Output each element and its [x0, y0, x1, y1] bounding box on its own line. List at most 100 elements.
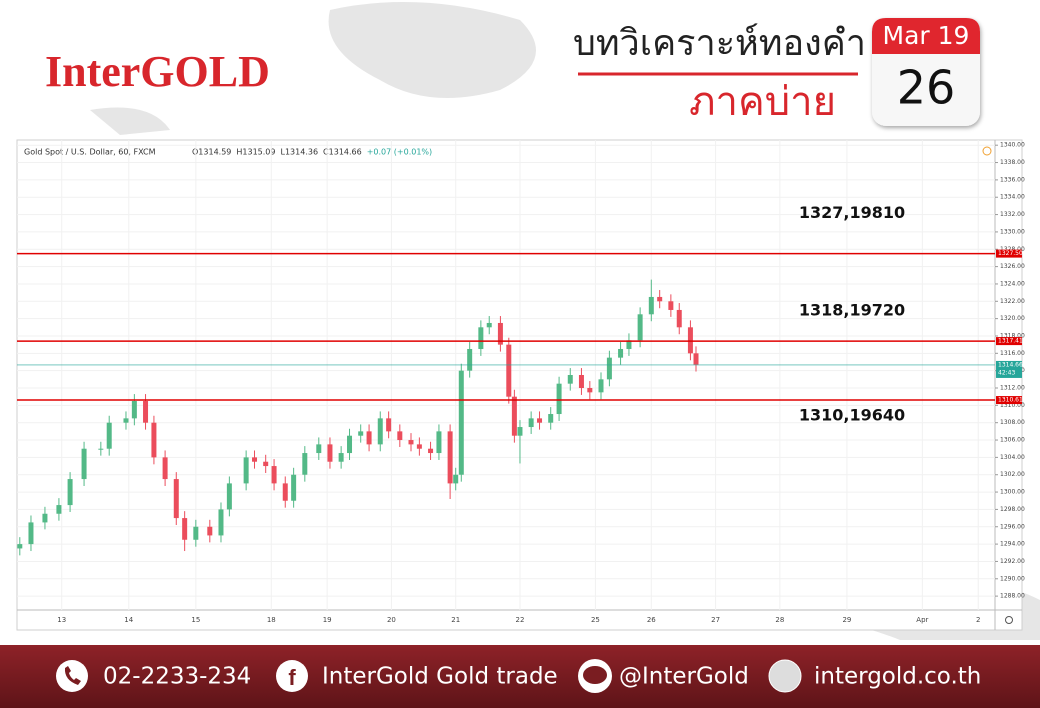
calendar	[872, 18, 980, 126]
title: บทวิเคราะห์ทองคำ	[573, 23, 866, 64]
y-tick-label: 1298.00	[1000, 506, 1025, 513]
candle-body	[626, 340, 632, 349]
candle-body	[548, 414, 554, 423]
y-tick-label: 1318.00	[1000, 332, 1025, 339]
candle-body	[42, 513, 48, 523]
y-tick-label: 1300.00	[1000, 489, 1025, 496]
candle-body	[218, 509, 224, 536]
candle-body	[377, 418, 383, 445]
y-tick-label: 1320.00	[1000, 315, 1025, 322]
ohlc-value: L1314.36	[281, 148, 319, 157]
candle-body	[436, 431, 442, 454]
y-tick-label: 1334.00	[1000, 194, 1025, 201]
calendar-day: 26	[897, 61, 956, 115]
candle-body	[408, 440, 414, 445]
candle-body	[316, 444, 322, 454]
y-tick-label: 1316.00	[1000, 350, 1025, 357]
ohlc-value: C1314.66	[323, 148, 362, 157]
candle-body	[693, 353, 699, 365]
candle-body	[506, 344, 512, 397]
x-tick-label: 26	[647, 616, 656, 624]
x-tick-label: 21	[451, 616, 460, 624]
y-tick-label: 1310.00	[1000, 402, 1025, 409]
y-tick-label: 1288.00	[1000, 593, 1025, 600]
candle-body	[517, 427, 523, 436]
settings-icon[interactable]	[1005, 616, 1013, 624]
x-tick-label: 28	[775, 616, 784, 624]
x-tick-label: 13	[57, 616, 66, 624]
level-annotation: 1310,19640	[799, 406, 905, 425]
x-tick-label: 27	[711, 616, 720, 624]
y-tick-label: 1308.00	[1000, 419, 1025, 426]
candle-body	[511, 396, 517, 436]
candle-body	[193, 526, 199, 540]
candle-body	[358, 431, 364, 436]
candle-body	[162, 457, 168, 480]
candle-body	[271, 466, 277, 484]
candle-body	[528, 418, 534, 428]
countdown: 42:43	[998, 369, 1015, 376]
candle-body	[668, 301, 674, 310]
ohlc-value: O1314.59	[192, 148, 231, 157]
candle-body	[302, 453, 308, 475]
y-tick-label: 1336.00	[1000, 176, 1025, 183]
phone-icon	[56, 660, 88, 692]
line-glyph	[583, 666, 607, 684]
x-tick-label: 15	[191, 616, 200, 624]
facebook-glyph: f	[288, 665, 296, 690]
x-tick-label: 22	[516, 616, 525, 624]
candle-body	[106, 422, 112, 449]
candle-body	[478, 327, 484, 349]
symbol: Gold Spot / U.S. Dollar, 60, FXCM	[24, 148, 156, 157]
y-tick-label: 1304.00	[1000, 454, 1025, 461]
y-tick-label: 1302.00	[1000, 471, 1025, 478]
current-price-label: 1314.66	[998, 361, 1023, 368]
candle-body	[338, 453, 344, 462]
candle-body	[131, 401, 137, 419]
candle-body	[81, 448, 87, 480]
candle-body	[687, 327, 693, 354]
candle-body	[587, 388, 593, 393]
level-tag-label: 1317.41	[998, 338, 1023, 345]
candle-body	[173, 479, 179, 519]
candle-body	[486, 322, 492, 328]
candle-body	[17, 544, 23, 549]
x-tick-label: Apr	[916, 616, 928, 624]
candle-body	[598, 379, 604, 393]
candle-body	[556, 383, 562, 415]
candle-body	[657, 296, 663, 302]
candle-body	[98, 448, 104, 450]
subtitle: ภาคบ่าย	[689, 79, 836, 125]
candle-body	[537, 418, 543, 423]
x-tick-label: 25	[591, 616, 600, 624]
candle-body	[327, 444, 333, 462]
y-tick-label: 1326.00	[1000, 263, 1025, 270]
candle-body	[458, 370, 464, 475]
candle-body	[207, 526, 213, 536]
level-annotation: 1318,19720	[799, 301, 905, 320]
candle-body	[397, 431, 403, 441]
globe-icon	[768, 659, 802, 693]
currency-icon	[982, 146, 992, 156]
candle-body	[618, 348, 624, 358]
candle-body	[676, 309, 682, 328]
footer-line: @InterGold	[619, 664, 749, 690]
x-tick-label: 2	[976, 616, 980, 624]
y-tick-label: 1324.00	[1000, 280, 1025, 287]
current-price-tag	[996, 360, 1022, 378]
candle-body	[453, 474, 459, 484]
y-tick-label: 1340.00	[1000, 142, 1025, 149]
candle-body	[386, 418, 392, 432]
candle-body	[182, 518, 188, 540]
candle-body	[366, 431, 372, 445]
y-tick-label: 1290.00	[1000, 575, 1025, 582]
candle-body	[123, 418, 129, 423]
candle-body	[347, 435, 353, 454]
candle-body	[637, 314, 643, 341]
x-tick-label: 20	[387, 616, 396, 624]
candle-body	[578, 375, 584, 389]
candle-body	[67, 479, 73, 506]
x-tick-label: 14	[124, 616, 133, 624]
y-tick-label: 1294.00	[1000, 541, 1025, 548]
